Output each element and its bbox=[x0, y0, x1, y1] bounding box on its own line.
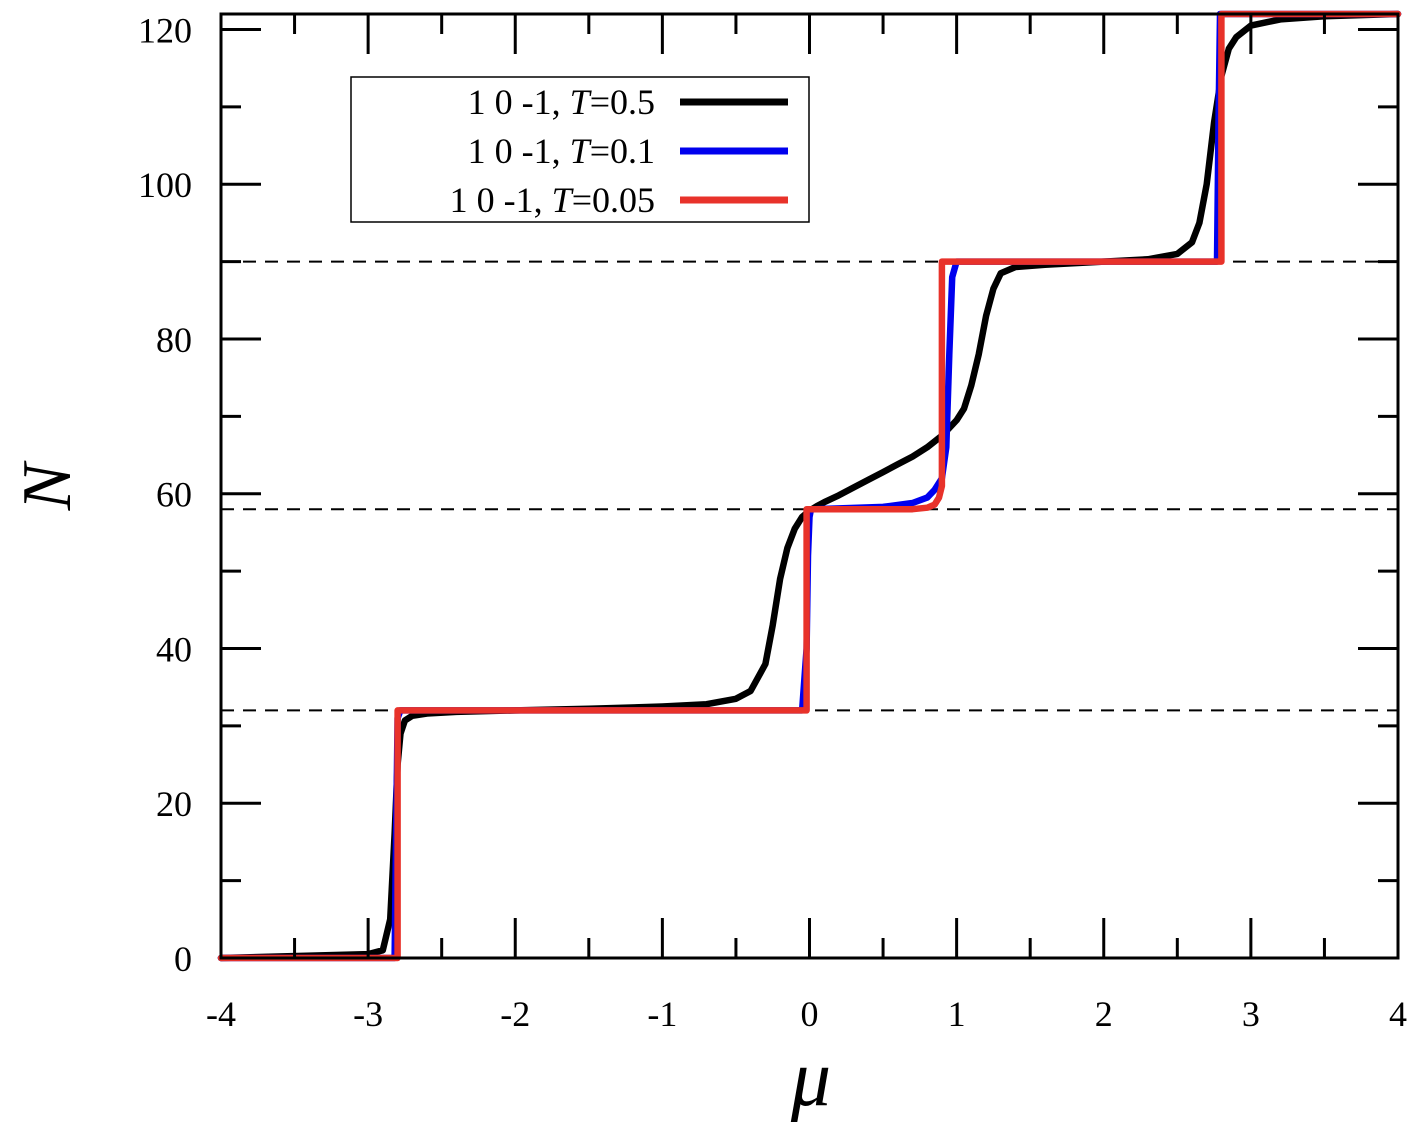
legend-label-value: =0.05 bbox=[572, 180, 655, 220]
x-axis-title: μ bbox=[790, 1035, 831, 1123]
legend-label-variable: T bbox=[570, 131, 593, 171]
y-tick-label: 60 bbox=[156, 475, 192, 515]
x-tick-label: 3 bbox=[1242, 994, 1260, 1034]
legend-label-main: 1 0 -1, bbox=[450, 180, 552, 220]
y-tick-label: 0 bbox=[174, 939, 192, 979]
legend-label-main: 1 0 -1, bbox=[468, 82, 570, 122]
x-tick-label: -2 bbox=[500, 994, 530, 1034]
legend-entry: 1 0 -1, T=0.5 bbox=[468, 82, 788, 122]
y-tick-label: 80 bbox=[156, 320, 192, 360]
y-axis-title: N bbox=[9, 460, 86, 511]
legend-entry: 1 0 -1, T=0.05 bbox=[450, 180, 788, 220]
series-layer bbox=[217, 10, 1402, 962]
x-tick-label: 1 bbox=[948, 994, 966, 1034]
x-tick-label: -4 bbox=[206, 994, 236, 1034]
legend-label: 1 0 -1, T=0.05 bbox=[450, 180, 655, 220]
legend-label-value: =0.1 bbox=[590, 131, 655, 171]
y-tick-label: 120 bbox=[138, 10, 192, 50]
tick-marks bbox=[219, 14, 1400, 960]
legend-label-value: =0.5 bbox=[590, 82, 655, 122]
x-tick-label: 2 bbox=[1095, 994, 1113, 1034]
legend-label-main: 1 0 -1, bbox=[468, 131, 570, 171]
x-tick-label: 0 bbox=[801, 994, 819, 1034]
y-tick-label: 100 bbox=[138, 165, 192, 205]
x-tick-label: -3 bbox=[353, 994, 383, 1034]
y-tick-label: 40 bbox=[156, 629, 192, 669]
legend-label-variable: T bbox=[552, 180, 575, 220]
legend-entry: 1 0 -1, T=0.1 bbox=[468, 131, 788, 171]
x-tick-label: 4 bbox=[1389, 994, 1407, 1034]
legend-label: 1 0 -1, T=0.5 bbox=[468, 82, 655, 122]
legend-label-variable: T bbox=[570, 82, 593, 122]
y-tick-label: 20 bbox=[156, 784, 192, 824]
legend-label: 1 0 -1, T=0.1 bbox=[468, 131, 655, 171]
x-tick-label: -1 bbox=[647, 994, 677, 1034]
series-line bbox=[217, 10, 1402, 962]
legend: 1 0 -1, T=0.5 1 0 -1, T=0.1 1 0 -1, T=0.… bbox=[350, 76, 810, 223]
